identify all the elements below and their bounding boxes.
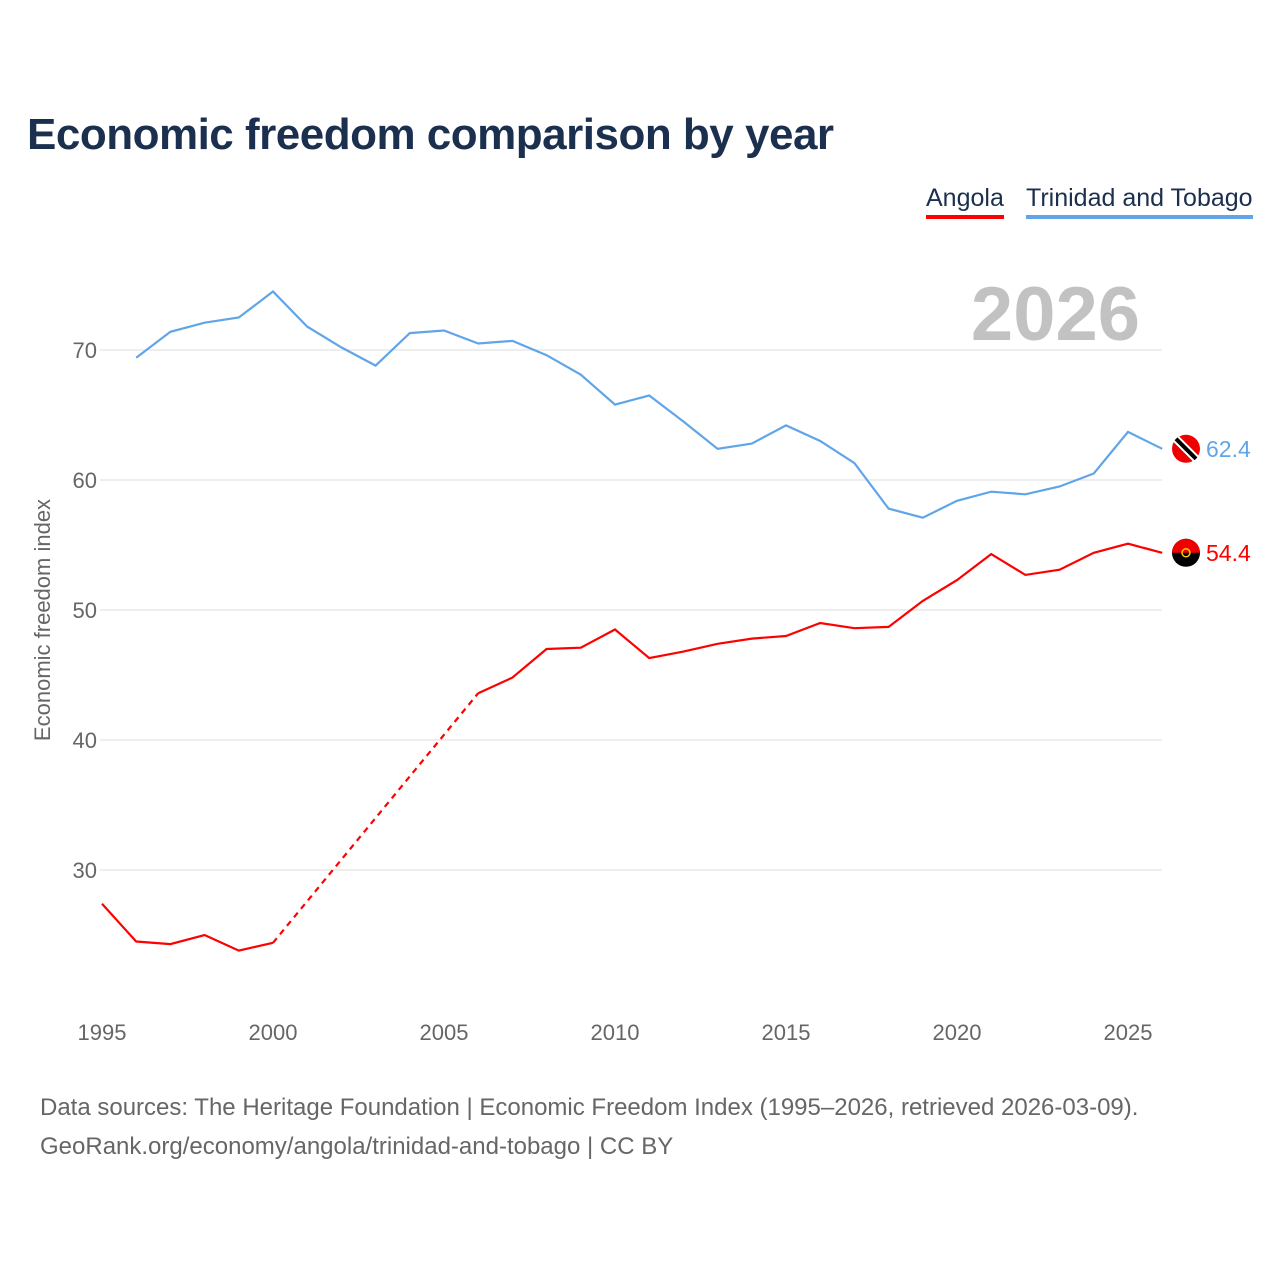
series-gap-0	[272, 692, 480, 944]
end-value-label: 62.4	[1206, 436, 1251, 462]
angola-flag-icon	[1172, 538, 1200, 567]
flag-emblem	[1181, 548, 1191, 558]
y-tick-label: 70	[73, 338, 97, 363]
year-watermark: 2026	[971, 272, 1140, 357]
source-line-2[interactable]: GeoRank.org/economy/angola/trinidad-and-…	[40, 1133, 674, 1160]
y-axis-label: Economic freedom index	[30, 499, 55, 741]
legend-trinidad[interactable]: Trinidad and Tobago	[1026, 184, 1253, 219]
y-tick-label: 60	[73, 468, 97, 493]
source-note: Data sources: The Heritage Foundation | …	[40, 1088, 1138, 1166]
x-tick-label: 1995	[78, 1020, 127, 1045]
y-tick-label: 40	[73, 728, 97, 753]
y-tick-label: 30	[73, 858, 97, 883]
x-tick-label: 2025	[1104, 1020, 1153, 1045]
x-tick-label: 2020	[933, 1020, 982, 1045]
source-line-1: Data sources: The Heritage Foundation | …	[40, 1094, 1139, 1121]
trinidad-flag-icon	[1172, 434, 1200, 463]
legend-angola[interactable]: Angola	[926, 184, 1004, 219]
end-value-label: 54.4	[1206, 540, 1251, 566]
y-tick-label: 50	[73, 598, 97, 623]
flag-stripe	[1174, 437, 1198, 461]
x-tick-label: 2015	[762, 1020, 811, 1045]
series-line-0	[101, 903, 274, 952]
x-tick-label: 2000	[249, 1020, 298, 1045]
flag-top	[1172, 538, 1200, 553]
x-tick-label: 2005	[420, 1020, 469, 1045]
series-line-0	[477, 542, 1163, 695]
series-line-1	[135, 290, 1163, 519]
x-tick-label: 2010	[591, 1020, 640, 1045]
chart-title: Economic freedom comparison by year	[27, 110, 834, 159]
